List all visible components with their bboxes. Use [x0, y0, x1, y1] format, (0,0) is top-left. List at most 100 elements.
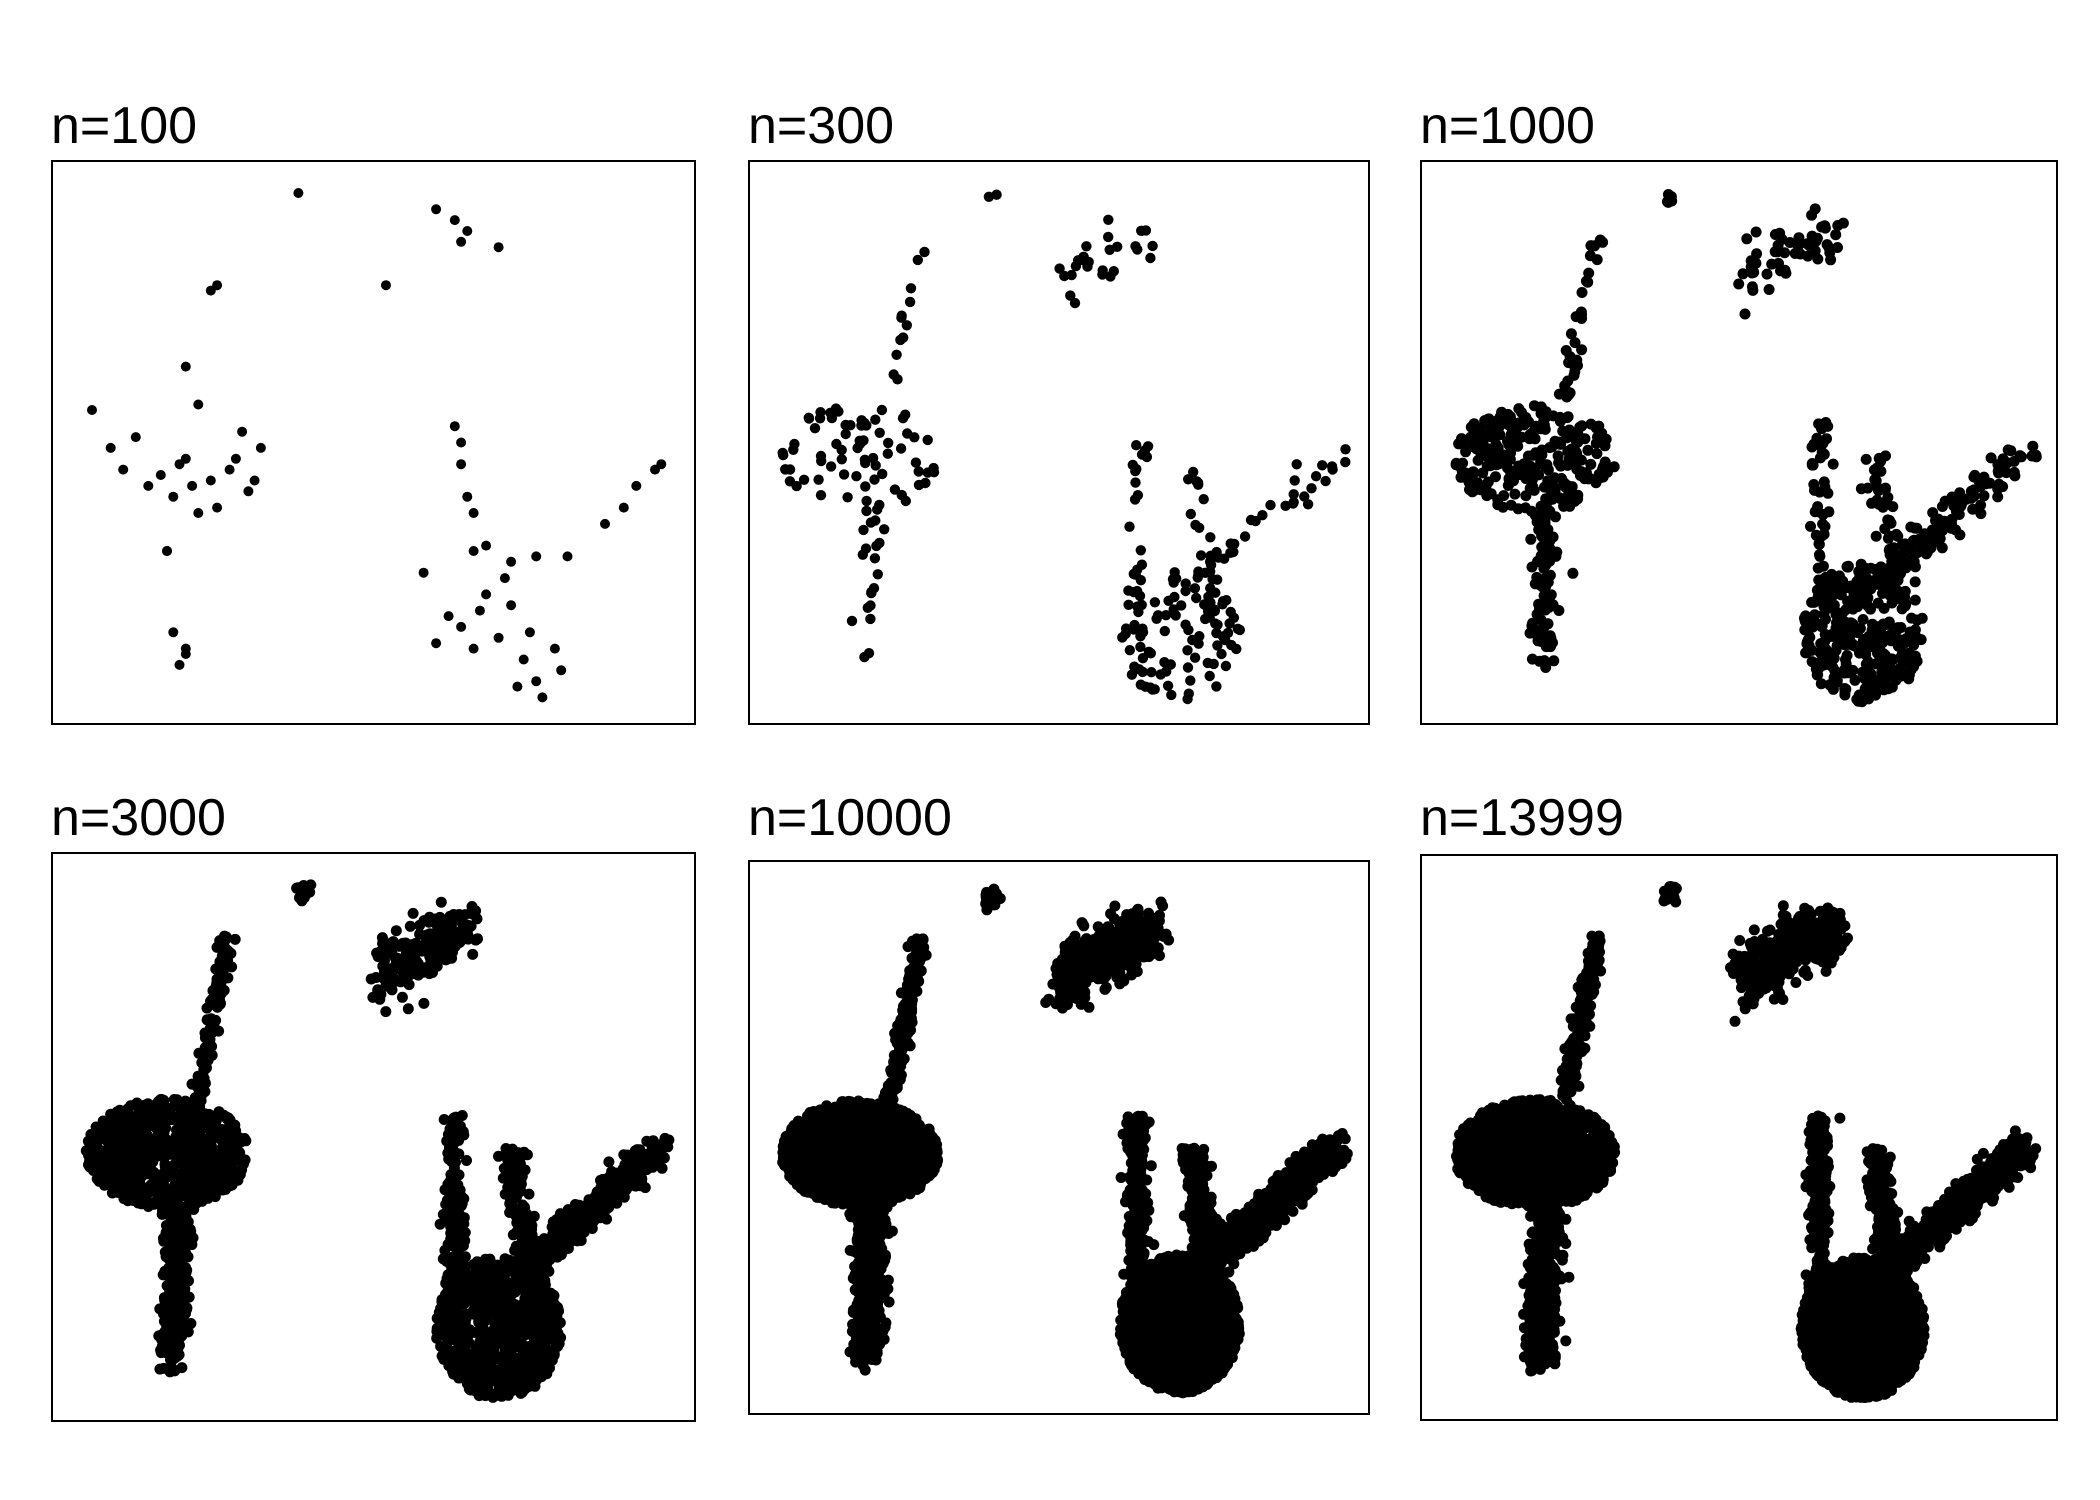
scatter-point: [1911, 522, 1923, 534]
plot-frame: [51, 852, 696, 1422]
scatter-point: [532, 1370, 544, 1382]
scatter-point: [1832, 582, 1844, 594]
scatter-point: [1571, 463, 1583, 475]
scatter-point: [1873, 485, 1884, 497]
scatter-point: [163, 1290, 175, 1302]
scatter-point: [1880, 577, 1892, 589]
scatter-point: [1549, 435, 1561, 447]
scatter-point: [1830, 644, 1842, 656]
scatter-point: [1849, 674, 1861, 686]
scatter-point: [1952, 503, 1964, 515]
scatter-point: [1827, 458, 1839, 470]
scatter-point: [1291, 459, 1302, 470]
scatter-point: [497, 1300, 509, 1312]
scatter-point: [1554, 411, 1566, 423]
scatter-plot: [1420, 160, 2058, 725]
scatter-point: [510, 1210, 522, 1222]
scatter-point: [1842, 595, 1854, 607]
scatter-point: [1576, 420, 1588, 432]
scatter-point: [167, 1321, 179, 1333]
scatter-point: [390, 925, 402, 937]
scatter-point: [861, 505, 872, 517]
scatter-point: [858, 524, 869, 536]
scatter-point: [1538, 416, 1550, 428]
scatter-point: [111, 1123, 123, 1135]
scatter-point: [1848, 640, 1860, 652]
scatter-point: [554, 1317, 566, 1329]
scatter-point: [498, 1357, 509, 1369]
plot-frame: [748, 860, 1370, 1415]
scatter-point: [458, 1218, 470, 1230]
scatter-point: [488, 1299, 500, 1311]
scatter-point: [1073, 255, 1084, 266]
scatter-point: [463, 1276, 475, 1288]
scatter-point: [1992, 491, 2004, 503]
scatter-point: [441, 1315, 453, 1327]
scatter-point: [1572, 429, 1584, 441]
scatter-point: [459, 1227, 471, 1239]
scatter-point: [1761, 268, 1773, 280]
scatter-point: [1069, 297, 1081, 309]
scatter-point: [493, 1150, 504, 1162]
scatter-point: [1877, 660, 1889, 672]
scatter-point: [1182, 662, 1194, 673]
scatter-point: [213, 1025, 225, 1037]
points: [777, 883, 1353, 1399]
scatter-point: [216, 1181, 228, 1193]
scatter-point: [459, 932, 471, 943]
scatter-point: [1456, 433, 1467, 445]
scatter-point: [611, 1197, 623, 1209]
scatter-point: [1081, 241, 1092, 252]
scatter-point: [1540, 493, 1552, 505]
scatter-point: [1591, 448, 1603, 460]
scatter-point: [1145, 1160, 1157, 1172]
scatter-point: [153, 1146, 165, 1158]
scatter-point: [404, 920, 416, 932]
scatter-point: [1819, 521, 1831, 532]
scatter-point: [447, 1120, 459, 1131]
scatter-point: [1769, 229, 1781, 240]
scatter-point: [210, 963, 222, 975]
scatter-point: [429, 959, 441, 971]
scatter-point: [1865, 562, 1877, 574]
scatter-point: [1239, 531, 1251, 542]
scatter-point: [501, 1280, 513, 1292]
scatter-point: [1478, 448, 1490, 460]
scatter-point: [896, 489, 907, 501]
scatter-point: [1525, 533, 1537, 545]
scatter-point: [153, 1169, 165, 1181]
scatter-point: [1340, 444, 1351, 455]
scatter-point: [159, 1114, 171, 1125]
scatter-point: [151, 1123, 163, 1135]
scatter-point: [470, 1259, 482, 1271]
scatter-point: [1306, 483, 1317, 494]
scatter-point: [1900, 562, 1912, 574]
scatter-point: [255, 442, 266, 453]
scatter-point: [1750, 257, 1762, 269]
scatter-point: [1288, 489, 1299, 500]
scatter-point: [233, 1166, 245, 1178]
scatter-point: [1465, 421, 1477, 433]
scatter-point: [892, 374, 903, 385]
scatter-point: [1746, 267, 1758, 279]
scatter-point: [168, 627, 179, 638]
scatter-point: [1807, 459, 1819, 471]
scatter-point: [1140, 681, 1151, 692]
scatter-point: [496, 1383, 508, 1395]
scatter-point: [178, 1292, 190, 1304]
scatter-point: [1483, 413, 1495, 425]
scatter-point: [1769, 246, 1781, 258]
scatter-point: [1082, 261, 1093, 272]
scatter-point: [870, 414, 881, 425]
scatter-point: [462, 491, 473, 502]
scatter-point: [189, 1183, 201, 1195]
scatter-point: [1553, 457, 1565, 469]
scatter-point: [1535, 522, 1547, 534]
scatter-point: [294, 892, 305, 904]
scatter-point: [518, 1359, 530, 1371]
scatter-point: [1868, 687, 1880, 699]
scatter-point: [83, 1150, 95, 1161]
scatter-point: [160, 1122, 172, 1134]
scatter-point: [1464, 484, 1475, 496]
scatter-point: [533, 1283, 545, 1295]
